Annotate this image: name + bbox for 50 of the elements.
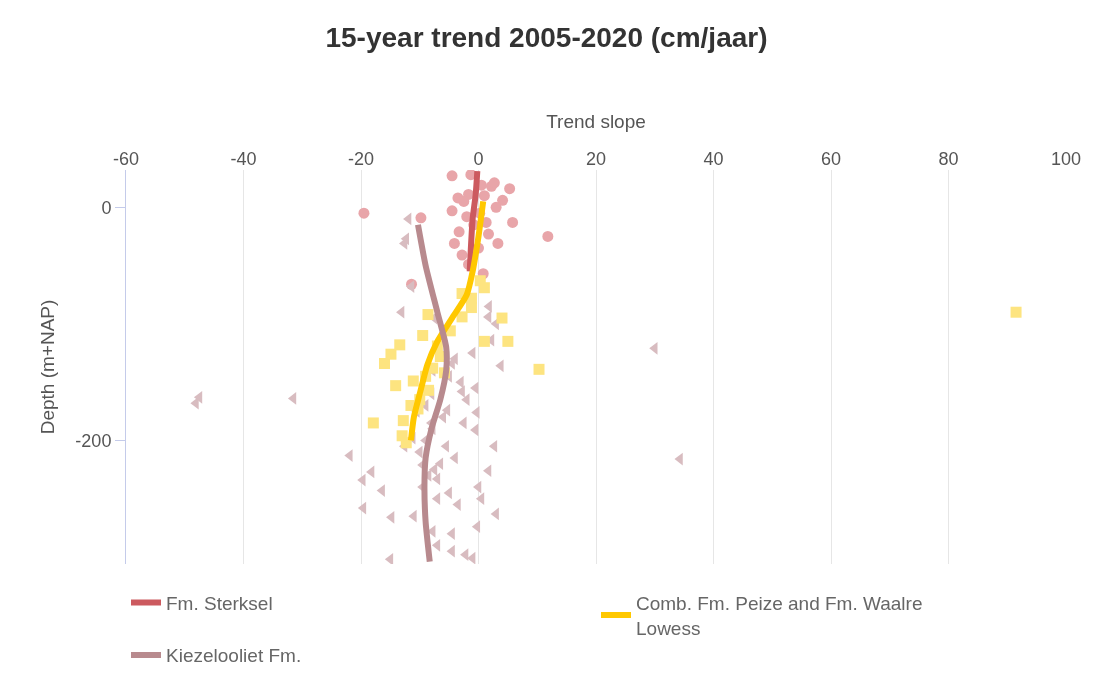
point <box>385 348 397 360</box>
point <box>496 312 508 324</box>
point <box>507 216 519 228</box>
x-tick-label: 40 <box>703 149 724 170</box>
x-tick-label: 60 <box>820 149 842 170</box>
x-tick-label: 100 <box>1050 149 1082 170</box>
x-tick-label: -20 <box>347 149 375 170</box>
legend-label: Fm. Sterksel <box>166 592 273 614</box>
point <box>533 363 545 375</box>
point <box>394 339 406 351</box>
point <box>504 183 516 195</box>
x-tick-label: -40 <box>230 149 257 170</box>
x-tick-label: 80 <box>938 149 959 170</box>
point <box>492 237 504 249</box>
chart-title: 15-year trend 2005-2020 (cm/jaar) <box>325 22 768 54</box>
point <box>367 417 379 429</box>
point <box>446 170 458 182</box>
point <box>474 275 486 287</box>
point <box>423 384 435 396</box>
point <box>497 194 509 206</box>
point <box>407 375 419 387</box>
point <box>453 226 465 238</box>
y-tick-label: -200 <box>75 430 112 451</box>
point <box>490 201 502 213</box>
point <box>417 330 429 342</box>
point <box>390 380 402 392</box>
point <box>415 212 427 224</box>
point <box>452 192 464 204</box>
point <box>446 205 458 217</box>
point <box>358 207 370 219</box>
point <box>396 430 408 442</box>
point <box>478 190 490 202</box>
legend-label: Kiezelooliet Fm. <box>166 645 302 667</box>
point <box>482 228 494 240</box>
x-tick-label: -60 <box>112 149 140 170</box>
point <box>397 415 409 427</box>
point <box>379 358 390 369</box>
x-tick-label: 20 <box>585 149 607 170</box>
x-tick-label: 0 <box>473 149 484 170</box>
point <box>478 335 490 347</box>
point <box>542 230 554 242</box>
point <box>422 309 434 321</box>
legend-label: Comb. Fm. Peize and Fm. Waalre Lowess <box>636 592 923 639</box>
y-axis-title: Depth (m+NAP) <box>37 299 59 435</box>
point <box>456 249 468 261</box>
point <box>456 311 468 323</box>
point <box>502 335 514 347</box>
point <box>448 237 460 249</box>
x-axis-title: Trend slope <box>546 111 646 133</box>
point <box>1010 306 1022 318</box>
